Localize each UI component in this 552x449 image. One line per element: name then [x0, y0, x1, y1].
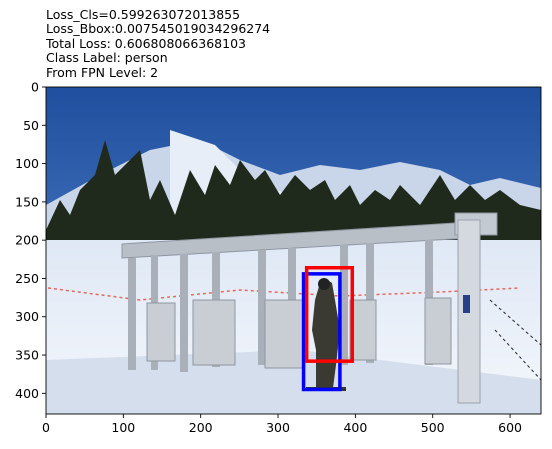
panel-5	[424, 297, 452, 365]
panel-4	[349, 299, 377, 361]
pillar-3	[180, 254, 188, 372]
x-tick-label: 500	[421, 420, 445, 435]
title-fpn-level: From FPN Level: 2	[46, 64, 159, 80]
panel-1	[146, 302, 176, 362]
y-tick-label: 150	[15, 194, 39, 209]
x-axis: 0 100 200 300 400 500 600	[42, 414, 522, 435]
skier-head	[318, 278, 330, 290]
pillar-7	[340, 245, 348, 365]
x-tick-label: 0	[42, 420, 50, 435]
title-class-label: Class Label: person	[46, 50, 168, 66]
photo	[46, 87, 541, 414]
y-tick-label: 400	[15, 386, 39, 401]
pillar-1	[128, 258, 136, 370]
rope-lines	[489, 299, 541, 381]
x-tick-label: 200	[189, 420, 213, 435]
bbox-prediction	[304, 265, 355, 363]
x-tick-label: 600	[498, 420, 522, 435]
bbox-layer	[301, 265, 355, 392]
x-tick-label: 400	[343, 420, 367, 435]
bbox-ground-truth	[301, 272, 342, 392]
y-tick-label: 300	[15, 309, 39, 324]
title-loss-cls: Loss_Cls=0.599263072013855	[46, 7, 241, 22]
y-tick-label: 250	[15, 271, 39, 286]
axes-frame	[45, 86, 542, 415]
title-total-loss: Total Loss: 0.606808066368103	[46, 35, 246, 51]
y-axis: 0 50 100 150 200 250 300 350 400	[15, 80, 46, 401]
snow-shadow	[46, 350, 541, 414]
y-tick-label: 50	[23, 118, 39, 133]
title-loss-bbox: Loss_Bbox:0.007545019034296274	[46, 21, 271, 37]
forest	[46, 140, 541, 245]
y-tick-label: 200	[15, 233, 39, 248]
y-tick-label: 0	[31, 80, 39, 95]
y-tick-label: 100	[15, 156, 39, 171]
x-tick-label: 300	[266, 420, 290, 435]
x-tick-label: 100	[111, 420, 135, 435]
pole-sign	[463, 295, 470, 313]
y-tick-label: 350	[15, 348, 39, 363]
panel-2	[192, 299, 236, 366]
pillar-5	[258, 250, 266, 365]
panel-3	[264, 299, 306, 369]
title-block: Loss_Cls=0.599263072013855 Loss_Bbox:0.0…	[46, 7, 546, 80]
